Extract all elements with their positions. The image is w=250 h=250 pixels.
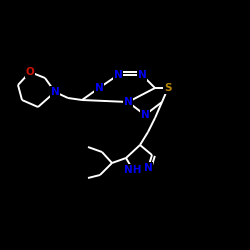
- Text: O: O: [26, 67, 34, 77]
- Text: N: N: [94, 83, 104, 93]
- Text: N: N: [114, 70, 122, 80]
- Text: N: N: [138, 70, 146, 80]
- Text: S: S: [164, 83, 172, 93]
- Text: N: N: [124, 97, 132, 107]
- Text: N: N: [140, 110, 149, 120]
- Text: N: N: [50, 87, 59, 97]
- Text: NH: NH: [124, 165, 142, 175]
- Text: N: N: [144, 163, 152, 173]
